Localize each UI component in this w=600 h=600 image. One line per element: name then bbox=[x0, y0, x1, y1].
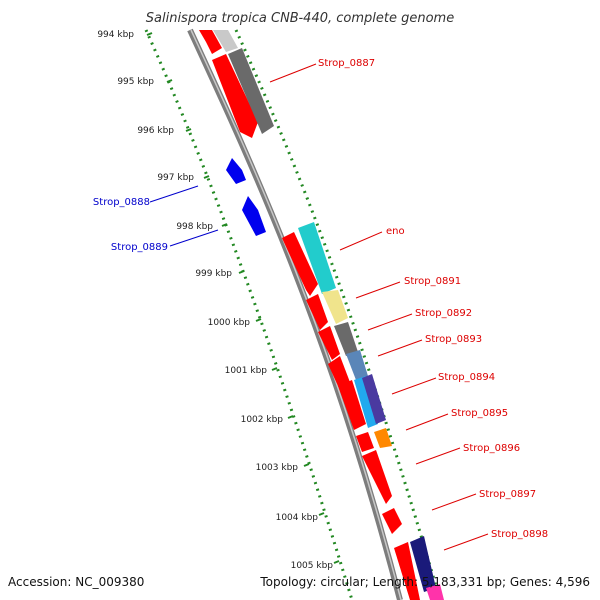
gene-block-red bbox=[382, 508, 402, 534]
gene-block-cyan bbox=[298, 222, 336, 294]
gene-block-red bbox=[306, 294, 328, 330]
gene-block-lightblue bbox=[354, 376, 378, 428]
gene-block-red bbox=[394, 542, 420, 600]
forward-genes bbox=[199, 30, 444, 600]
gene-label-strop-0889[interactable]: Strop_0889 bbox=[111, 242, 168, 253]
scale-label-995: 995 kbp bbox=[117, 77, 154, 87]
scale-label-1005: 1005 kbp bbox=[291, 561, 334, 571]
scale-major-ticks bbox=[146, 32, 340, 564]
gene-label-strop-0891[interactable]: Strop_0891 bbox=[404, 276, 461, 287]
gene-block-magenta bbox=[426, 584, 444, 600]
gene-label-strop-0896[interactable]: Strop_0896 bbox=[463, 443, 520, 454]
gene-block-red bbox=[362, 450, 392, 504]
scale-label-998: 998 kbp bbox=[176, 222, 213, 232]
scale-label-1002: 1002 kbp bbox=[241, 415, 284, 425]
gene-block-red bbox=[212, 54, 258, 138]
outer-tick-ring bbox=[234, 29, 442, 600]
gene-block-red bbox=[356, 432, 374, 452]
accession-text: Accession: NC_009380 bbox=[8, 575, 144, 589]
gene-label-strop-0895[interactable]: Strop_0895 bbox=[451, 408, 508, 419]
gene-label-strop-0887[interactable]: Strop_0887 bbox=[318, 58, 375, 69]
gene-block-grey bbox=[334, 322, 358, 356]
gene-block-orange bbox=[374, 428, 392, 448]
genome-backbone-highlight bbox=[190, 29, 402, 600]
gene-block-red bbox=[318, 326, 340, 360]
scale-label-1003: 1003 kbp bbox=[256, 463, 299, 473]
inner-tick-ring bbox=[144, 29, 354, 600]
gene-label-strop-0888[interactable]: Strop_0888 bbox=[93, 197, 150, 208]
reverse-genes bbox=[226, 158, 266, 236]
scale-label-1000: 1000 kbp bbox=[208, 318, 251, 328]
gene-block-red bbox=[338, 380, 366, 430]
gene-block-grey bbox=[228, 48, 274, 134]
gene-block-navy bbox=[410, 536, 436, 592]
gene-label-strop-0892[interactable]: Strop_0892 bbox=[415, 308, 472, 319]
gene-labels: Strop_0887 Strop_0888 Strop_0889 eno Str… bbox=[93, 58, 548, 540]
scale-label-994: 994 kbp bbox=[97, 30, 134, 40]
scale-labels: 994 kbp 995 kbp 996 kbp 997 kbp 998 kbp … bbox=[97, 30, 333, 571]
gene-block-steelblue bbox=[346, 350, 368, 380]
gene-label-eno[interactable]: eno bbox=[386, 226, 405, 237]
scale-label-997: 997 kbp bbox=[157, 173, 194, 183]
scale-label-1001: 1001 kbp bbox=[225, 366, 268, 376]
gene-block-indigo bbox=[362, 374, 386, 424]
gene-label-strop-0897[interactable]: Strop_0897 bbox=[479, 489, 536, 500]
gene-arrow-reverse bbox=[226, 158, 246, 184]
gene-label-strop-0898[interactable]: Strop_0898 bbox=[491, 529, 548, 540]
gene-label-strop-0894[interactable]: Strop_0894 bbox=[438, 372, 495, 383]
gene-label-strop-0893[interactable]: Strop_0893 bbox=[425, 334, 482, 345]
gene-block-grey-light bbox=[213, 30, 238, 52]
map-title: Salinispora tropica CNB-440, complete ge… bbox=[146, 11, 454, 26]
gene-block-red bbox=[199, 30, 222, 54]
label-leaders bbox=[149, 63, 489, 551]
topology-text: Topology: circular; Length: 5,183,331 bp… bbox=[259, 575, 590, 589]
gene-block-red bbox=[282, 232, 318, 296]
scale-label-1004: 1004 kbp bbox=[276, 513, 319, 523]
gene-block-yellow bbox=[322, 290, 348, 324]
scale-label-999: 999 kbp bbox=[195, 269, 232, 279]
scale-label-996: 996 kbp bbox=[137, 126, 174, 136]
genome-backbone bbox=[187, 28, 403, 600]
gene-arrow-reverse bbox=[242, 196, 266, 236]
